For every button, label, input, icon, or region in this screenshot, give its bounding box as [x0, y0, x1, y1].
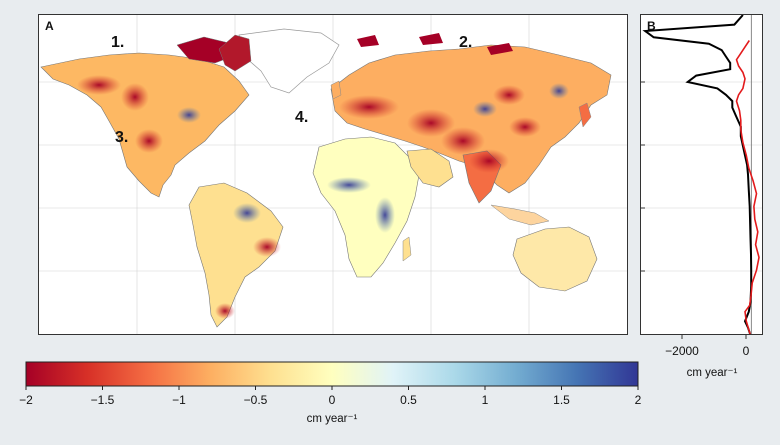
- panel-b-label: B: [647, 19, 656, 33]
- profile-tick-neg2000: −2000: [665, 344, 699, 358]
- annotation-4: 4.: [295, 109, 308, 126]
- profile-tick-0: 0: [743, 344, 750, 358]
- profile-x-ticks: [681, 335, 747, 339]
- madagascar-shape: [402, 236, 412, 262]
- annotation-3: 3.: [115, 129, 128, 146]
- map-panel: A 1. 2. 3. 4.: [38, 14, 628, 335]
- panel-a-label: A: [45, 19, 54, 33]
- left-ticks: [641, 81, 645, 272]
- eurasia-shape: [330, 44, 612, 194]
- arabia-shape: [406, 148, 454, 188]
- wetting-spots: [177, 83, 569, 233]
- japan-shape: [578, 102, 592, 128]
- colorbar-tick-label: −1.5: [91, 393, 115, 407]
- colorbar-ticks: [25, 386, 639, 390]
- arctic-island-4: [419, 33, 443, 45]
- depletion-hotspots: [77, 75, 541, 319]
- colorbar-tick-label: −1: [172, 393, 186, 407]
- maritime-asia-shape: [490, 204, 550, 226]
- arctic-island-3: [357, 35, 379, 47]
- arctic-island-2: [218, 34, 252, 72]
- colorbar-tick-label: 2: [635, 393, 642, 407]
- arctic-island-5: [487, 43, 513, 55]
- world-map: A 1. 2. 3. 4.: [39, 15, 627, 334]
- colorbar-tick-label: 1.5: [553, 393, 570, 407]
- colorbar: [25, 361, 639, 387]
- colorbar-tick-label: 0: [329, 393, 336, 407]
- greenland-shape: [238, 28, 340, 94]
- colorbar-tick-label: 0.5: [400, 393, 417, 407]
- profile-panel: B: [640, 14, 763, 335]
- annotation-1: 1.: [111, 34, 124, 51]
- annotation-2: 2.: [459, 34, 472, 51]
- colorbar-tick-label: 1: [482, 393, 489, 407]
- colorbar-unit: cm year⁻¹: [307, 413, 358, 425]
- colorbar-tick-label: −0.5: [244, 393, 268, 407]
- colorbar-labels: −2 −1.5 −1 −0.5 0 0.5 1 1.5 2: [19, 393, 642, 407]
- profile-x-unit: cm year⁻¹: [687, 367, 738, 379]
- profile-chart: B: [641, 15, 762, 334]
- uk-shape: [330, 80, 342, 100]
- colorbar-tick-label: −2: [19, 393, 33, 407]
- series-line-red: [735, 40, 760, 334]
- australia-shape: [512, 226, 598, 292]
- africa-shape: [312, 136, 420, 278]
